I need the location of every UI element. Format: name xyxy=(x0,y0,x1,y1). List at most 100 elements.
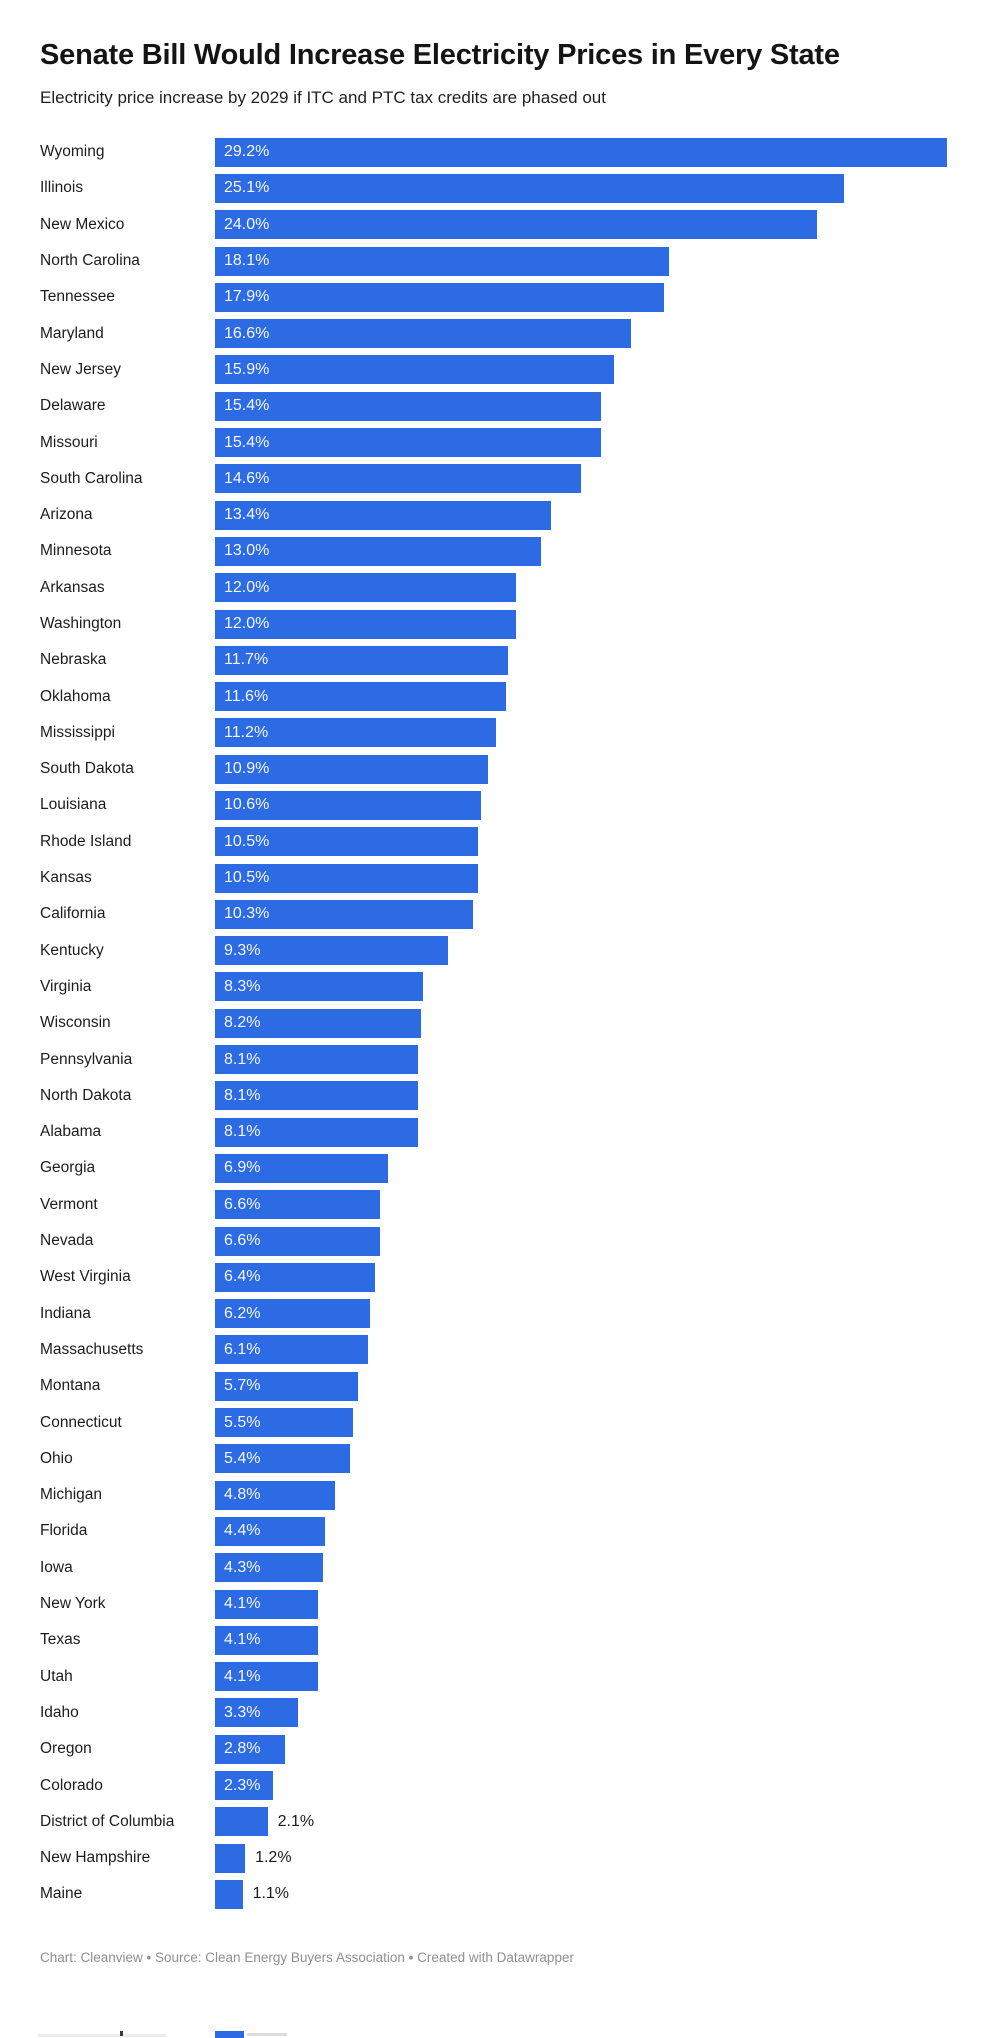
state-label: Colorado xyxy=(40,1776,103,1794)
bar-plot-area: 4.1% xyxy=(215,1625,947,1655)
value-label: 4.1% xyxy=(224,1595,261,1613)
bar: 6.4% xyxy=(215,1262,376,1292)
bar-plot-area: 12.0% xyxy=(215,609,947,639)
bar-row: Nebraska 11.7% xyxy=(40,642,947,678)
bar: 17.9% xyxy=(215,282,664,312)
bar-plot-area: 4.1% xyxy=(215,1662,947,1692)
bar-plot-area: 11.6% xyxy=(215,682,947,712)
bar-plot-area: 3.3% xyxy=(215,1698,947,1728)
value-label: 6.9% xyxy=(224,1159,261,1177)
bar-plot-area: 8.3% xyxy=(215,972,947,1002)
state-label: Georgia xyxy=(40,1159,96,1177)
value-label: 11.6% xyxy=(224,687,269,705)
bar-row: Arizona 13.4% xyxy=(40,497,947,533)
bar: 10.3% xyxy=(215,899,474,929)
state-label: District of Columbia xyxy=(40,1812,175,1830)
bar: 12.0% xyxy=(215,573,516,603)
value-label: 9.3% xyxy=(224,941,261,959)
state-label: Iowa xyxy=(40,1558,73,1576)
cropped-label-fragment xyxy=(38,2034,166,2037)
bar-row: Ohio 5.4% xyxy=(40,1441,947,1477)
bar-row: Mississippi 11.2% xyxy=(40,715,947,751)
state-label: Wyoming xyxy=(40,143,105,161)
bar: 12.0% xyxy=(215,609,516,639)
state-label: Missouri xyxy=(40,433,98,451)
value-label: 3.3% xyxy=(224,1703,261,1721)
bar-row: Virginia 8.3% xyxy=(40,969,947,1005)
bar: 5.5% xyxy=(215,1408,353,1438)
bar-row: Oklahoma 11.6% xyxy=(40,678,947,714)
value-label: 8.1% xyxy=(224,1050,261,1068)
bar-plot-area: 4.1% xyxy=(215,1589,947,1619)
value-label: 2.8% xyxy=(224,1740,261,1758)
bar-plot-area: 29.2% xyxy=(215,137,947,167)
bar-plot-area: 15.9% xyxy=(215,355,947,385)
state-label: Nevada xyxy=(40,1232,94,1250)
value-label: 24.0% xyxy=(224,215,270,233)
bar-row: Georgia 6.9% xyxy=(40,1150,947,1186)
bar-plot-area: 11.2% xyxy=(215,718,947,748)
bar-plot-area: 6.4% xyxy=(215,1262,947,1292)
value-label: 8.1% xyxy=(224,1123,261,1141)
bar-row: Texas 4.1% xyxy=(40,1622,947,1658)
bar-row: Wyoming 29.2% xyxy=(40,134,947,170)
state-label: Tennessee xyxy=(40,288,115,306)
bar-row: North Carolina 18.1% xyxy=(40,243,947,279)
bar: 10.6% xyxy=(215,790,481,820)
bar: 15.9% xyxy=(215,355,614,385)
value-label: 4.3% xyxy=(224,1558,261,1576)
bar xyxy=(215,1807,268,1837)
bar-chart: Wyoming 29.2% Illinois 25.1% New Mexico 24.0%… xyxy=(40,134,947,1913)
bar-plot-area: 4.4% xyxy=(215,1516,947,1546)
bar-plot-area: 15.4% xyxy=(215,391,947,421)
bar: 10.5% xyxy=(215,863,479,893)
bar-plot-area: 13.4% xyxy=(215,500,947,530)
value-label: 10.6% xyxy=(224,796,270,814)
bar: 14.6% xyxy=(215,464,581,494)
bar-plot-area: 6.9% xyxy=(215,1153,947,1183)
value-label: 1.2% xyxy=(255,1849,292,1867)
bar: 11.6% xyxy=(215,682,506,712)
bar: 8.3% xyxy=(215,972,424,1002)
bar xyxy=(215,1843,246,1873)
bar-row: Wisconsin 8.2% xyxy=(40,1005,947,1041)
value-label: 6.1% xyxy=(224,1340,261,1358)
value-label: 29.2% xyxy=(224,143,270,161)
bar-plot-area: 24.0% xyxy=(215,210,947,240)
state-label: California xyxy=(40,905,106,923)
bar: 29.2% xyxy=(215,137,947,167)
bar-row: Pennsylvania 8.1% xyxy=(40,1041,947,1077)
state-label: Massachusetts xyxy=(40,1340,144,1358)
state-label: Delaware xyxy=(40,397,106,415)
cropped-label-tick xyxy=(120,2031,123,2036)
bar-plot-area: 8.1% xyxy=(215,1117,947,1147)
bar-plot-area: 25.1% xyxy=(215,173,947,203)
state-label: Pennsylvania xyxy=(40,1050,133,1068)
value-label: 4.1% xyxy=(224,1631,261,1649)
bar: 15.4% xyxy=(215,391,602,421)
page-title: Senate Bill Would Increase Electricity P… xyxy=(40,39,840,71)
value-label: 2.1% xyxy=(277,1812,315,1830)
bar: 16.6% xyxy=(215,319,632,349)
value-label: 10.9% xyxy=(224,760,270,778)
bar-row: Montana 5.7% xyxy=(40,1368,947,1404)
chart-page: Senate Bill Would Increase Electricity P… xyxy=(0,38,987,1966)
bar: 25.1% xyxy=(215,173,845,203)
state-label: South Dakota xyxy=(40,760,134,778)
value-label: 15.9% xyxy=(224,360,270,378)
bar-plot-area: 6.1% xyxy=(215,1335,947,1365)
value-label: 25.1% xyxy=(224,179,270,197)
state-label: Virginia xyxy=(40,977,92,995)
bar-row: Illinois 25.1% xyxy=(40,170,947,206)
bar-row: Maryland 16.6% xyxy=(40,315,947,351)
bar-plot-area: 4.3% xyxy=(215,1553,947,1583)
bar-row: Utah 4.1% xyxy=(40,1658,947,1694)
bar xyxy=(215,1879,243,1909)
bar: 2.8% xyxy=(215,1734,286,1764)
bar-plot-area: 1.2% xyxy=(215,1843,947,1873)
bar-plot-area: 6.6% xyxy=(215,1226,947,1256)
bar-plot-area: 4.8% xyxy=(215,1480,947,1510)
bar-row: Massachusetts 6.1% xyxy=(40,1332,947,1368)
value-label: 11.2% xyxy=(224,723,269,741)
bar-row: Kansas 10.5% xyxy=(40,860,947,896)
